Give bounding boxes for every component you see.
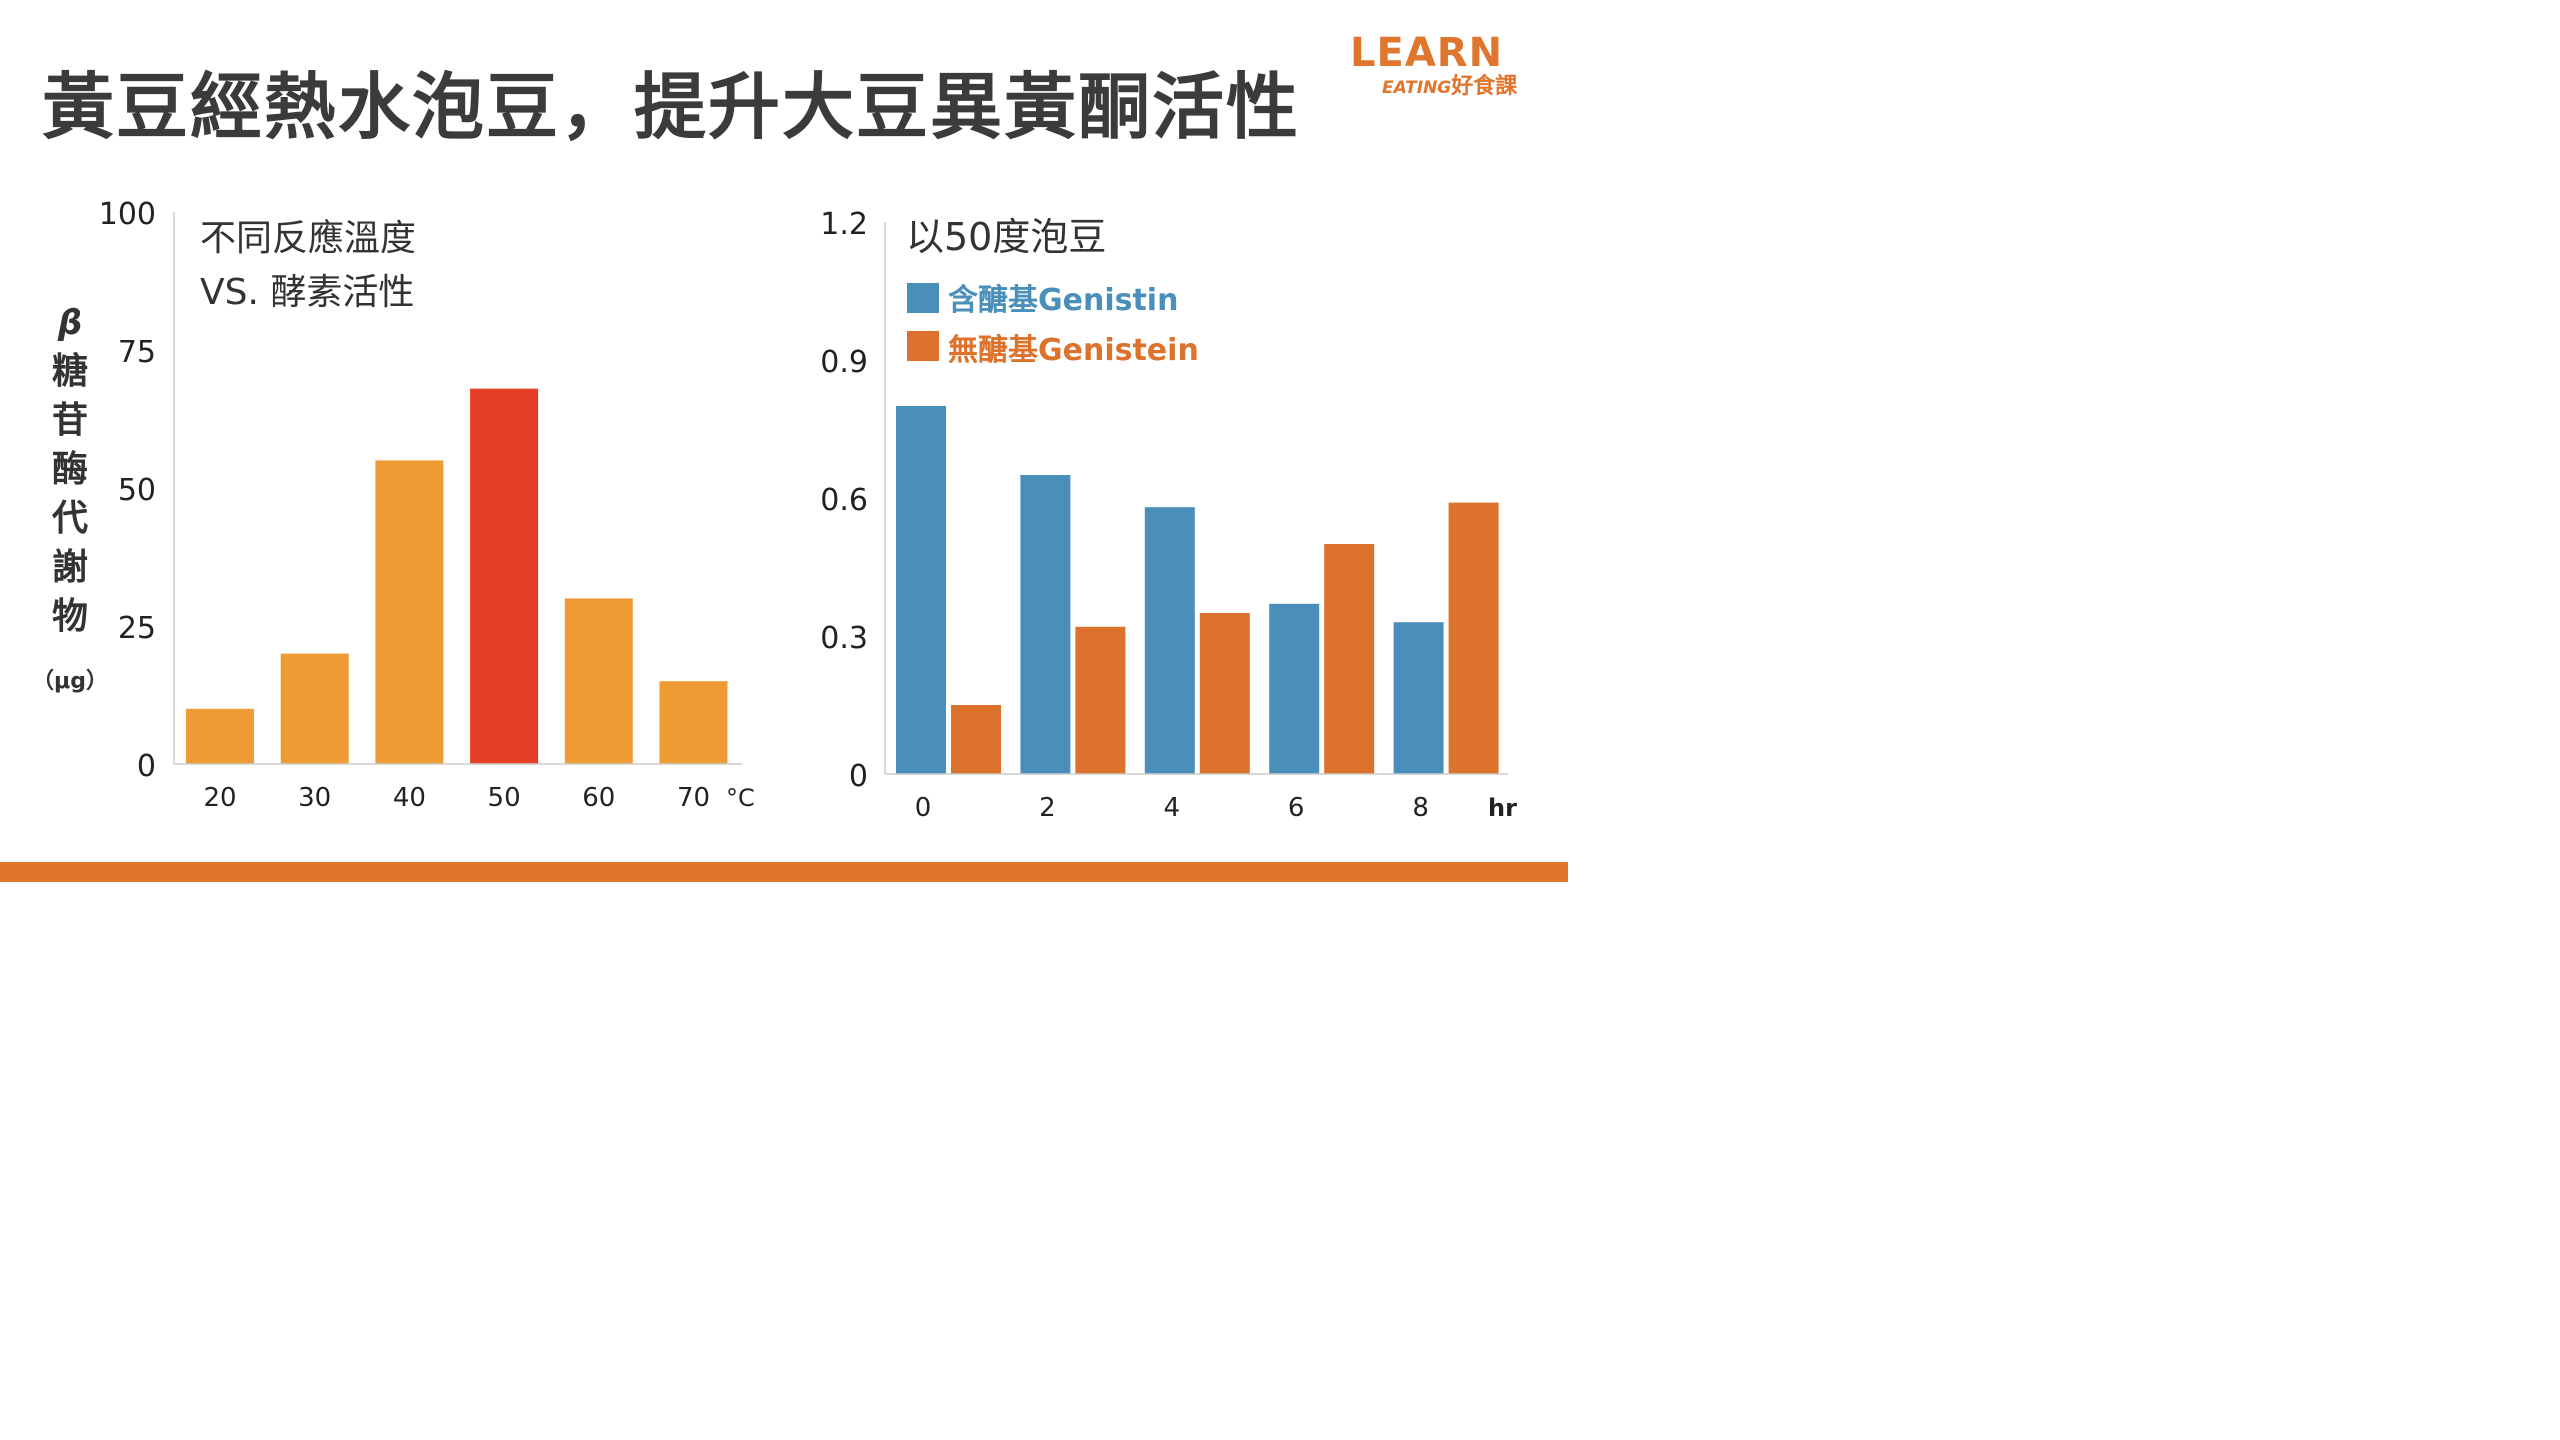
chart1-ylabel-char: 酶 <box>52 449 88 490</box>
chart1-bars <box>186 388 728 764</box>
chart2-ytick-label: 0.3 <box>820 621 868 656</box>
chart2-xtick-label: 0 <box>915 793 932 823</box>
chart1-xtick-labels: 20 30 40 50 60 70 <box>203 783 710 813</box>
chart1-bar-40 <box>375 460 444 764</box>
chart1-bar-20 <box>186 708 254 764</box>
chart2-ytick-label: 1.2 <box>820 207 868 242</box>
logo-learn-text: LEARN <box>1350 30 1504 76</box>
logo-eating-text: EATING <box>1382 78 1452 98</box>
chart1-bar-50 <box>470 388 539 764</box>
chart1-yunit: （μg） <box>32 669 108 694</box>
chart1-bar-70 <box>659 681 728 764</box>
chart1-xunit: °C <box>726 784 755 812</box>
chart2-bar-genistin-2 <box>1020 475 1071 774</box>
chart1-xtick-label: 60 <box>582 783 615 813</box>
chart2-xtick-label: 6 <box>1288 793 1305 823</box>
chart2-bar-genistin-6 <box>1269 603 1320 774</box>
chart2-bar-genistein-0 <box>951 705 1001 774</box>
chart2-bar-genistein-4 <box>1199 613 1250 774</box>
chart1-ytick-labels: 0 25 50 75 100 <box>99 197 156 784</box>
chart1-xtick-label: 30 <box>298 783 331 813</box>
chart1-title-line1: 不同反應溫度 <box>200 218 416 259</box>
chart1-ylabel-char: β <box>57 303 82 343</box>
chart1-xtick-label: 70 <box>677 783 710 813</box>
chart1-bar-60 <box>564 598 633 764</box>
chart2-xtick-label: 2 <box>1039 793 1056 823</box>
chart1-ylabel-char: 物 <box>52 596 88 637</box>
chart2-xtick-label: 4 <box>1164 793 1181 823</box>
chart1-ylabel-char: 苷 <box>52 400 88 441</box>
chart1-ylabel-char: 糖 <box>52 351 88 392</box>
chart1-ylabel-char: 代 <box>51 498 88 539</box>
chart1-xtick-label: 50 <box>488 783 521 813</box>
chart2-bar-genistin-8 <box>1393 622 1444 774</box>
chart1-xtick-label: 40 <box>393 783 426 813</box>
chart1-ytick-label: 25 <box>118 611 156 646</box>
logo-chinese-text: 好食課 <box>1451 74 1518 99</box>
chart2-ytick-label: 0 <box>849 759 868 794</box>
chart1-ytick-label: 0 <box>137 749 156 784</box>
legend-swatch-genistein <box>907 331 939 361</box>
soaking-time-chart: 以50度泡豆 含醣基Genistin 無醣基Genistein hr 00.30… <box>820 207 1517 823</box>
chart2-bar-genistin-0 <box>896 406 946 774</box>
chart2-ytick-label: 0.9 <box>820 345 868 380</box>
chart2-xtick-labels: 0 2 4 6 8 <box>915 793 1429 823</box>
bottom-accent-bar <box>0 862 1568 882</box>
chart1-ytick-label: 100 <box>99 197 156 232</box>
chart1-ylabel-char: 謝 <box>52 547 88 588</box>
chart1-title-line2: VS. 酵素活性 <box>200 272 414 313</box>
legend-label-genistein: 無醣基Genistein <box>948 333 1199 368</box>
page-title: 黃豆經熱水泡豆，提升大豆異黃酮活性 <box>42 65 1301 149</box>
chart2-bars <box>896 406 1499 774</box>
chart2-bar-genistein-8 <box>1448 502 1499 774</box>
chart2-bar-genistin-4 <box>1144 507 1195 774</box>
logo-subtitle: EATING好食課 <box>1382 68 1517 100</box>
chart2-title: 以50度泡豆 <box>906 215 1106 259</box>
legend-swatch-genistin <box>907 283 939 313</box>
chart2-bar-genistein-2 <box>1075 626 1126 774</box>
learn-eating-logo: LEARN EATING好食課 <box>1350 30 1550 100</box>
chart1-ytick-label: 50 <box>118 473 156 508</box>
legend-label-genistin: 含醣基Genistin <box>948 283 1178 318</box>
chart2-xtick-label: 8 <box>1412 793 1429 823</box>
chart2-xunit: hr <box>1488 794 1517 822</box>
chart1-bar-30 <box>280 653 349 764</box>
chart2-bar-genistein-6 <box>1324 544 1375 774</box>
chart2-ytick-labels: 0 0.3 0.6 0.9 1.2 <box>820 207 868 794</box>
chart2-ytick-label: 0.6 <box>820 483 868 518</box>
chart1-ytick-label: 75 <box>118 335 156 370</box>
chart1-xtick-label: 20 <box>203 783 236 813</box>
